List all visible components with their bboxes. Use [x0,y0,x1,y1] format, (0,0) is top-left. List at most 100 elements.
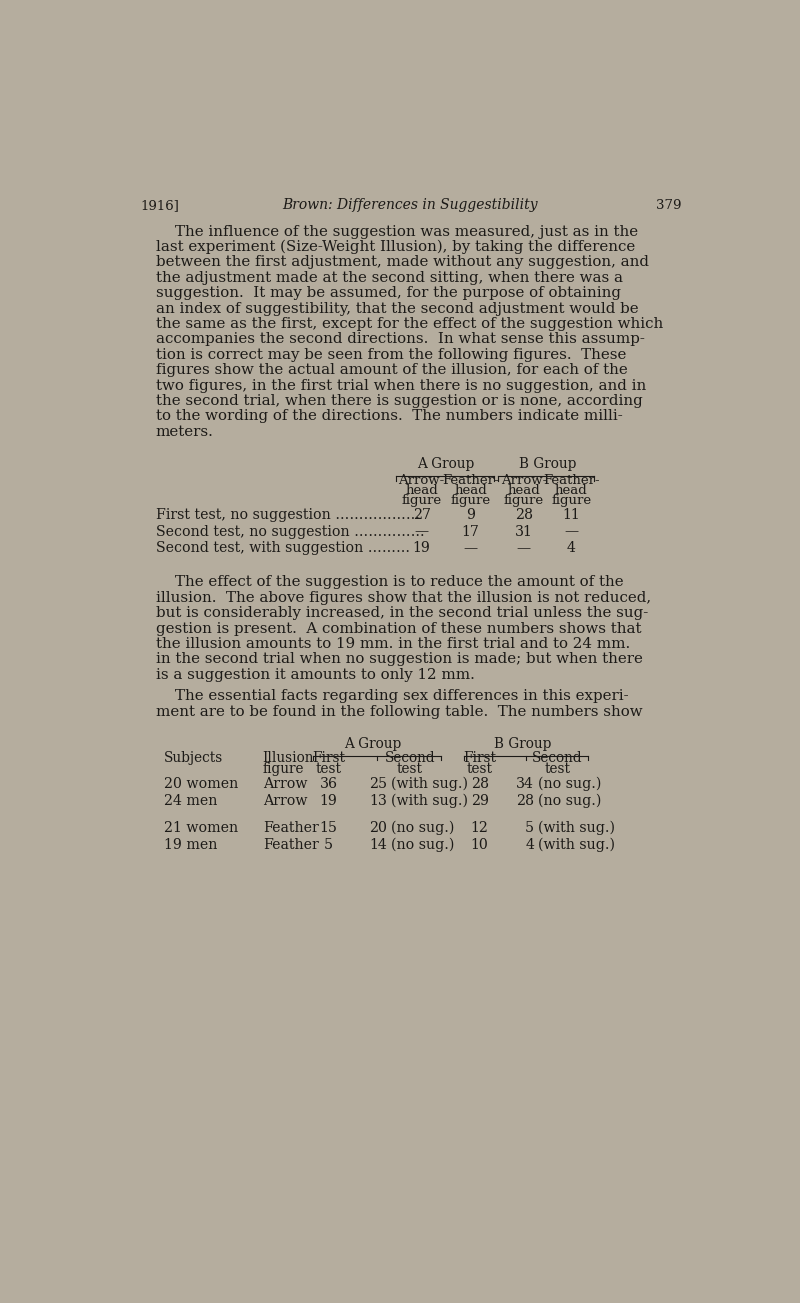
Text: Brown: Differences in Suggestibility: Brown: Differences in Suggestibility [282,198,538,211]
Text: First test, no suggestion ………………: First test, no suggestion ……………… [156,508,420,523]
Text: 13: 13 [369,795,386,808]
Text: (with sug.): (with sug.) [538,821,615,835]
Text: head: head [555,483,587,496]
Text: First: First [312,751,345,765]
Text: 20 women: 20 women [163,777,238,791]
Text: Illusion: Illusion [262,751,314,765]
Text: 29: 29 [470,795,489,808]
Text: Second test, with suggestion ………: Second test, with suggestion ……… [156,541,410,555]
Text: 31: 31 [515,525,533,538]
Text: but is considerably increased, in the second trial unless the sug-: but is considerably increased, in the se… [156,606,648,620]
Text: B Group: B Group [519,457,576,472]
Text: Subjects: Subjects [163,751,222,765]
Text: the second trial, when there is suggestion or is none, according: the second trial, when there is suggesti… [156,394,642,408]
Text: The effect of the suggestion is to reduce the amount of the: The effect of the suggestion is to reduc… [156,576,623,589]
Text: —: — [517,541,531,555]
Text: suggestion.  It may be assumed, for the purpose of obtaining: suggestion. It may be assumed, for the p… [156,287,621,300]
Text: 1916]: 1916] [140,199,179,211]
Text: 379: 379 [656,199,682,211]
Text: The influence of the suggestion was measured, just as in the: The influence of the suggestion was meas… [156,224,638,238]
Text: A Group: A Group [345,737,402,751]
Text: figure: figure [551,494,591,507]
Text: (no sug.): (no sug.) [390,838,454,852]
Text: 27: 27 [413,508,430,523]
Text: (no sug.): (no sug.) [390,821,454,835]
Text: figure: figure [262,762,304,775]
Text: 24 men: 24 men [163,795,217,808]
Text: Feather: Feather [262,838,318,852]
Text: —: — [463,541,478,555]
Text: Second: Second [532,751,582,765]
Text: gestion is present.  A combination of these numbers shows that: gestion is present. A combination of the… [156,622,642,636]
Text: last experiment (Size-Weight Illusion), by taking the difference: last experiment (Size-Weight Illusion), … [156,240,635,254]
Text: figure: figure [450,494,490,507]
Text: Arrow: Arrow [262,795,307,808]
Text: 25: 25 [369,777,386,791]
Text: an index of suggestibility, that the second adjustment would be: an index of suggestibility, that the sec… [156,302,638,315]
Text: between the first adjustment, made without any suggestion, and: between the first adjustment, made witho… [156,255,649,270]
Text: 28: 28 [470,777,489,791]
Text: The essential facts regarding sex differences in this experi-: The essential facts regarding sex differ… [156,689,629,704]
Text: meters.: meters. [156,425,214,439]
Text: 15: 15 [320,821,338,835]
Text: (with sug.): (with sug.) [390,777,468,791]
Text: the adjustment made at the second sitting, when there was a: the adjustment made at the second sittin… [156,271,622,285]
Text: 9: 9 [466,508,475,523]
Text: accompanies the second directions.  In what sense this assump-: accompanies the second directions. In wh… [156,332,645,347]
Text: figure: figure [402,494,442,507]
Text: is a suggestion it amounts to only 12 mm.: is a suggestion it amounts to only 12 mm… [156,668,474,681]
Text: 4: 4 [525,838,534,852]
Text: B Group: B Group [494,737,551,751]
Text: in the second trial when no suggestion is made; but when there: in the second trial when no suggestion i… [156,653,642,666]
Text: Arrow: Arrow [262,777,307,791]
Text: illusion.  The above figures show that the illusion is not reduced,: illusion. The above figures show that th… [156,590,651,605]
Text: two figures, in the first trial when there is no suggestion, and in: two figures, in the first trial when the… [156,379,646,392]
Text: (no sug.): (no sug.) [538,794,602,808]
Text: Arrow-: Arrow- [398,473,445,486]
Text: figures show the actual amount of the illusion, for each of the: figures show the actual amount of the il… [156,364,627,378]
Text: test: test [466,762,493,775]
Text: 34: 34 [516,777,534,791]
Text: 12: 12 [471,821,489,835]
Text: Feather-: Feather- [543,473,599,486]
Text: A Group: A Group [418,457,474,472]
Text: (no sug.): (no sug.) [538,777,602,791]
Text: 19: 19 [413,541,430,555]
Text: (with sug.): (with sug.) [538,838,615,852]
Text: tion is correct may be seen from the following figures.  These: tion is correct may be seen from the fol… [156,348,626,362]
Text: test: test [397,762,423,775]
Text: 11: 11 [562,508,580,523]
Text: Feather-: Feather- [442,473,498,486]
Text: Feather: Feather [262,821,318,835]
Text: head: head [454,483,487,496]
Text: 19 men: 19 men [163,838,217,852]
Text: the illusion amounts to 19 mm. in the first trial and to 24 mm.: the illusion amounts to 19 mm. in the fi… [156,637,630,652]
Text: 21 women: 21 women [163,821,238,835]
Text: 19: 19 [320,795,338,808]
Text: test: test [316,762,342,775]
Text: 5: 5 [525,821,534,835]
Text: Second: Second [385,751,435,765]
Text: First: First [463,751,496,765]
Text: Arrow-: Arrow- [501,473,547,486]
Text: to the wording of the directions.  The numbers indicate milli-: to the wording of the directions. The nu… [156,409,622,423]
Text: 17: 17 [462,525,479,538]
Text: 14: 14 [369,838,386,852]
Text: 10: 10 [471,838,489,852]
Text: —: — [414,525,429,538]
Text: ment are to be found in the following table.  The numbers show: ment are to be found in the following ta… [156,705,642,719]
Text: the same as the first, except for the effect of the suggestion which: the same as the first, except for the ef… [156,317,663,331]
Text: 36: 36 [320,777,338,791]
Text: 4: 4 [566,541,576,555]
Text: head: head [507,483,540,496]
Text: figure: figure [504,494,544,507]
Text: 20: 20 [369,821,386,835]
Text: head: head [406,483,438,496]
Text: 5: 5 [324,838,333,852]
Text: 28: 28 [515,508,533,523]
Text: —: — [564,525,578,538]
Text: 28: 28 [516,795,534,808]
Text: Second test, no suggestion ……………: Second test, no suggestion …………… [156,525,425,538]
Text: (with sug.): (with sug.) [390,794,468,808]
Text: test: test [544,762,570,775]
